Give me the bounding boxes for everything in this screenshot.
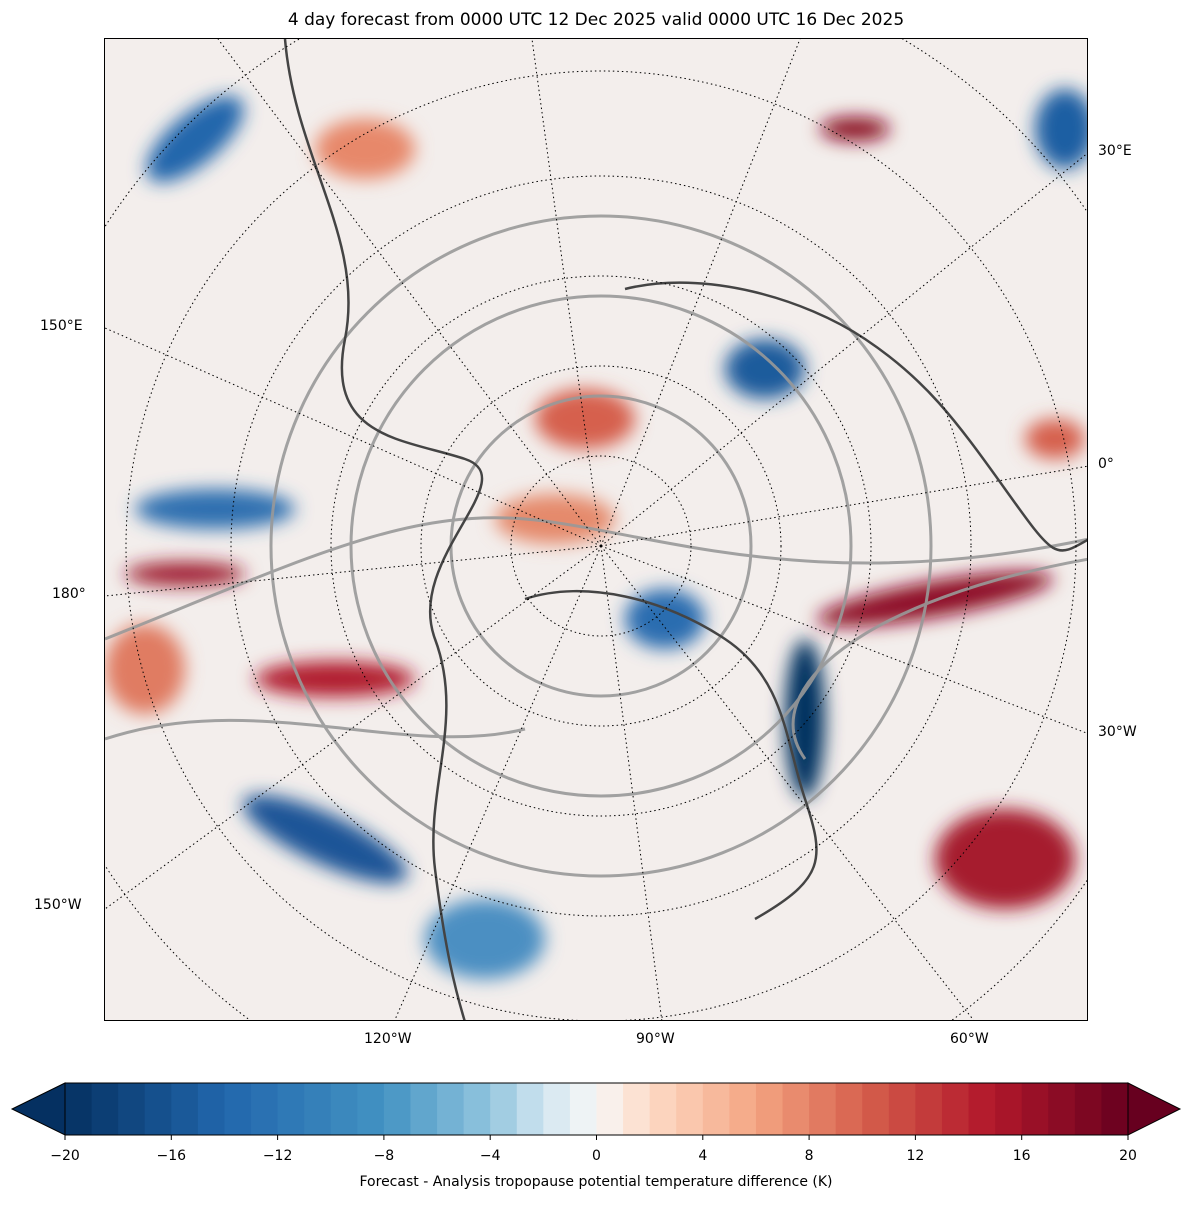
- colorbar-bin: [437, 1083, 465, 1135]
- lon-label-60w: 60°W: [950, 1031, 989, 1047]
- colorbar-label: Forecast - Analysis tropopause potential…: [359, 1174, 833, 1190]
- colorbar-tick-label: −16: [156, 1148, 187, 1164]
- colorbar-bin: [729, 1083, 757, 1135]
- colorbar-tick-label: 16: [1012, 1148, 1031, 1164]
- colorbar-bin: [410, 1083, 438, 1135]
- colorbar-bin: [171, 1083, 199, 1135]
- colorbar-bin: [251, 1083, 279, 1135]
- colorbar-bin: [1074, 1083, 1103, 1135]
- colorbar-bin: [65, 1083, 93, 1135]
- colorbar-bin: [995, 1083, 1023, 1135]
- colorbar-bin: [569, 1083, 598, 1135]
- lon-label-120w: 120°W: [364, 1031, 412, 1047]
- colorbar-tick-label: 12: [906, 1148, 925, 1164]
- colorbar-bin: [463, 1083, 491, 1135]
- colorbar-bin: [144, 1083, 172, 1135]
- colorbar-bin: [676, 1083, 704, 1135]
- colorbar-bin: [862, 1083, 890, 1135]
- colorbar-bin: [490, 1083, 518, 1135]
- colorbar-tick-label: −20: [50, 1148, 80, 1164]
- colorbar-bin: [968, 1083, 996, 1135]
- colorbar-bin: [1021, 1083, 1049, 1135]
- colorbar-bin: [649, 1083, 677, 1135]
- coastlines: [283, 39, 1087, 1020]
- colorbar-bin: [782, 1083, 810, 1135]
- colorbar-bin: [304, 1083, 332, 1135]
- colorbar-bin: [224, 1083, 252, 1135]
- colorbar-bin: [941, 1083, 970, 1135]
- colorbar-tick-label: 0: [592, 1148, 601, 1164]
- theta-contours: [105, 214, 1087, 878]
- colorbar-bin: [623, 1083, 651, 1135]
- colorbar-bin: [888, 1083, 916, 1135]
- colorbar: [10, 1082, 1182, 1140]
- colorbar-tick-label: 20: [1119, 1148, 1137, 1164]
- map-panel: [104, 38, 1088, 1021]
- colorbar-bin: [330, 1083, 358, 1135]
- colorbar-bin: [118, 1083, 146, 1135]
- colorbar-bin: [357, 1083, 385, 1135]
- colorbar-bin: [516, 1083, 544, 1135]
- colorbar-bin: [915, 1083, 943, 1135]
- colorbar-tick-label: −4: [479, 1148, 501, 1164]
- colorbar-tick-label: −8: [373, 1148, 395, 1164]
- colorbar-bin: [91, 1083, 119, 1135]
- colorbar-bin: [702, 1083, 730, 1135]
- colorbar-extend-high: [1127, 1082, 1182, 1136]
- colorbar-tick-label: 4: [698, 1148, 708, 1164]
- colorbar-bin: [383, 1083, 412, 1135]
- colorbar-bin: [543, 1083, 571, 1135]
- lon-label-30w: 30°W: [1098, 724, 1137, 740]
- colorbar-bin: [835, 1083, 863, 1135]
- colorbar-extend-low: [10, 1082, 66, 1136]
- colorbar-bin: [755, 1083, 784, 1135]
- colorbar-bin: [277, 1083, 305, 1135]
- colorbar-bin: [1048, 1083, 1076, 1135]
- colorbar-bin: [197, 1083, 226, 1135]
- lon-label-150w: 150°W: [34, 897, 82, 913]
- colorbar-bin: [596, 1083, 624, 1135]
- colorbar-tick-label: 8: [804, 1148, 814, 1164]
- graticule: [105, 39, 1087, 1020]
- lon-label-150e: 150°E: [40, 318, 83, 334]
- lon-label-0: 0°: [1098, 456, 1114, 472]
- figure-title: 4 day forecast from 0000 UTC 12 Dec 2025…: [287, 10, 905, 30]
- map-field: [105, 39, 1087, 1020]
- colorbar-bin: [1101, 1083, 1129, 1135]
- lon-label-180: 180°: [52, 586, 86, 602]
- lon-label-30e: 30°E: [1098, 143, 1132, 159]
- anomaly-field: [105, 89, 1087, 979]
- colorbar-bin: [809, 1083, 837, 1135]
- lon-label-90w: 90°W: [636, 1031, 675, 1047]
- colorbar-tick-label: −12: [262, 1148, 293, 1164]
